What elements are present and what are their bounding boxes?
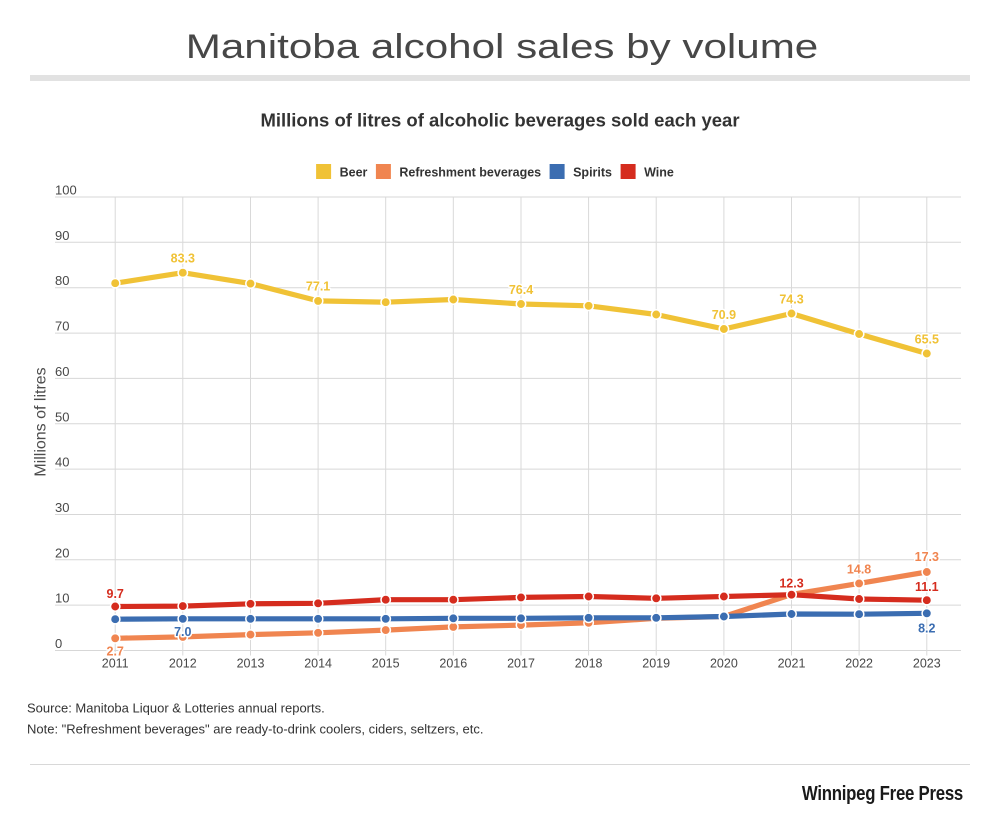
svg-text:2.7: 2.7 (107, 644, 124, 658)
svg-text:10: 10 (55, 591, 69, 606)
svg-text:90: 90 (55, 228, 69, 243)
svg-text:2013: 2013 (237, 657, 265, 671)
svg-text:11.1: 11.1 (915, 580, 939, 594)
svg-text:Beer: Beer (340, 165, 368, 179)
svg-text:2011: 2011 (102, 657, 129, 671)
svg-text:2015: 2015 (372, 657, 400, 671)
svg-text:100: 100 (55, 183, 77, 198)
svg-text:2016: 2016 (439, 657, 467, 671)
svg-text:70: 70 (55, 319, 69, 334)
svg-text:Winnipeg Free Press: Winnipeg Free Press (802, 782, 963, 805)
svg-text:Source: Manitoba Liquor & Lott: Source: Manitoba Liquor & Lotteries annu… (27, 701, 325, 716)
svg-text:50: 50 (55, 409, 69, 424)
svg-text:60: 60 (55, 364, 69, 379)
svg-text:2014: 2014 (304, 657, 332, 671)
svg-text:2012: 2012 (169, 657, 197, 671)
svg-text:14.8: 14.8 (847, 562, 871, 576)
svg-text:40: 40 (55, 455, 69, 470)
svg-text:2021: 2021 (778, 657, 806, 671)
svg-text:80: 80 (55, 273, 69, 288)
svg-text:74.3: 74.3 (779, 293, 803, 307)
svg-text:2017: 2017 (507, 657, 535, 671)
svg-text:2019: 2019 (642, 657, 670, 671)
svg-text:Refreshment beverages: Refreshment beverages (399, 165, 541, 179)
svg-text:83.3: 83.3 (171, 252, 195, 266)
svg-text:Wine: Wine (644, 165, 674, 179)
svg-text:Millions of litres: Millions of litres (33, 367, 50, 476)
svg-text:Spirits: Spirits (573, 165, 612, 179)
svg-text:77.1: 77.1 (306, 279, 330, 293)
svg-text:2018: 2018 (575, 657, 603, 671)
svg-text:17.3: 17.3 (915, 550, 939, 564)
svg-text:0: 0 (55, 636, 62, 651)
svg-text:30: 30 (55, 500, 69, 515)
svg-text:12.3: 12.3 (779, 577, 803, 591)
svg-text:Note: "Refreshment beverages": Note: "Refreshment beverages" are ready-… (27, 722, 483, 737)
svg-text:2023: 2023 (913, 657, 941, 671)
svg-text:2020: 2020 (710, 657, 738, 671)
svg-text:8.2: 8.2 (918, 621, 935, 635)
svg-text:Millions of litres of alcoholi: Millions of litres of alcoholic beverage… (260, 110, 739, 131)
svg-text:20: 20 (55, 545, 69, 560)
svg-text:76.4: 76.4 (509, 283, 533, 297)
svg-text:9.7: 9.7 (107, 587, 124, 601)
svg-text:7.0: 7.0 (174, 625, 191, 639)
svg-text:2022: 2022 (845, 657, 873, 671)
svg-text:70.9: 70.9 (712, 308, 736, 322)
svg-text:Manitoba alcohol sales by volu: Manitoba alcohol sales by volume (186, 28, 818, 66)
svg-text:65.5: 65.5 (915, 333, 939, 347)
